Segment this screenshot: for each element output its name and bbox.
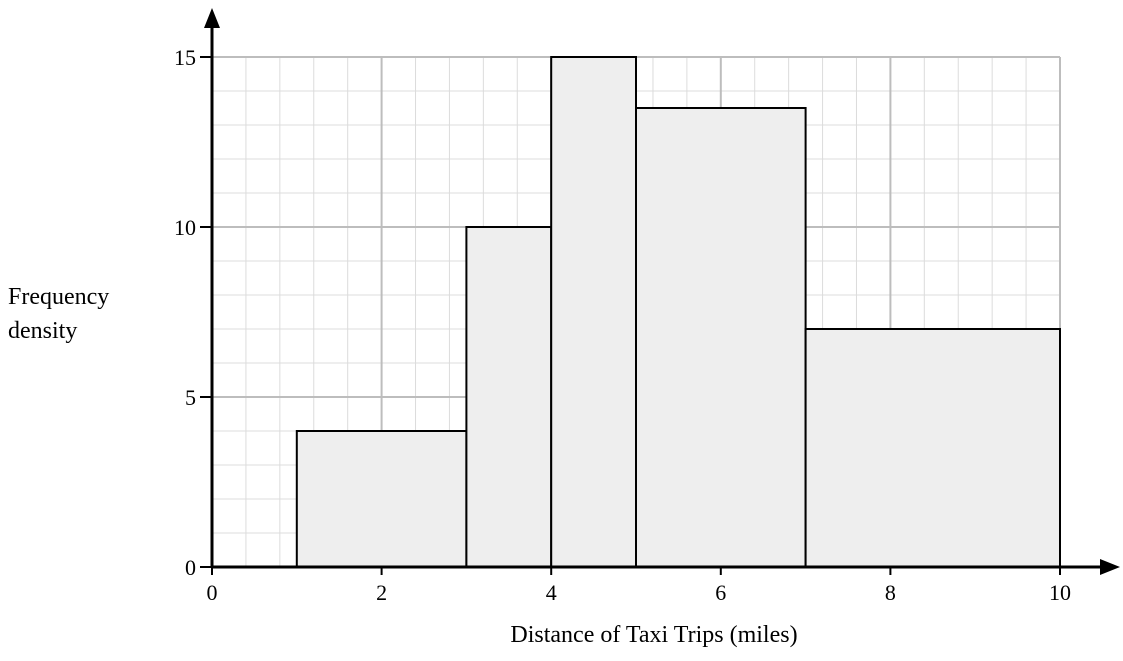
y-axis-title-line-1: Frequency xyxy=(8,284,109,310)
x-tick-label: 10 xyxy=(1049,580,1071,605)
y-axis-arrow xyxy=(204,8,220,28)
x-tick-label: 8 xyxy=(885,580,896,605)
histogram-bar-3 xyxy=(550,56,638,568)
x-tick-label: 6 xyxy=(715,580,726,605)
histogram-bar-4 xyxy=(635,107,807,568)
histogram-bar-5 xyxy=(804,328,1061,568)
bars xyxy=(295,56,1061,568)
x-tick-label: 4 xyxy=(546,580,557,605)
y-axis-title-line-2: density xyxy=(8,318,77,344)
ticks: 0 2 4 6 8 10 0 5 10 15 xyxy=(174,45,1071,605)
y-tick-label: 15 xyxy=(174,45,196,70)
histogram-bar-2 xyxy=(465,226,553,568)
x-axis-arrow xyxy=(1100,559,1120,575)
axes xyxy=(204,8,1120,575)
y-tick-label: 0 xyxy=(185,555,196,580)
y-tick-label: 5 xyxy=(185,385,196,410)
histogram-bar-1 xyxy=(295,430,468,568)
x-tick-label: 0 xyxy=(207,580,218,605)
x-axis-title: Distance of Taxi Trips (miles) xyxy=(510,622,797,648)
x-tick-label: 2 xyxy=(376,580,387,605)
y-tick-label: 10 xyxy=(174,215,196,240)
